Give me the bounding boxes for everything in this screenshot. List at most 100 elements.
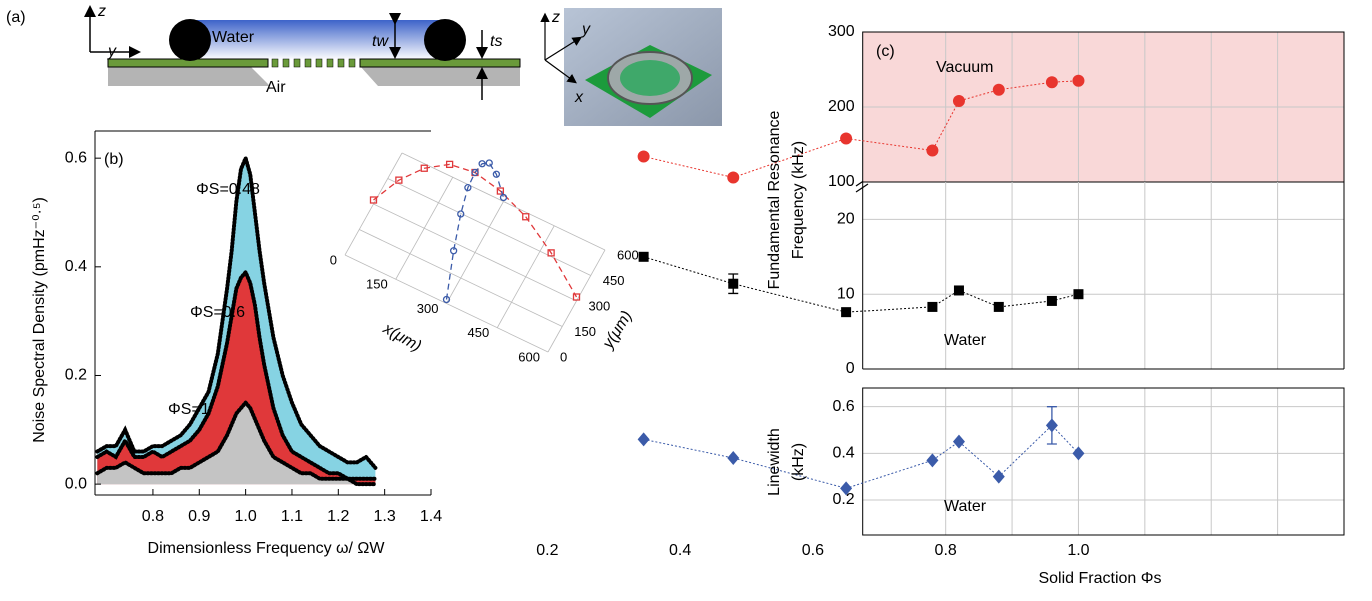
series-label: ΦS=0.48 xyxy=(196,181,260,198)
annotation: Vacuum xyxy=(936,59,994,76)
x-tick-label: 1.0 xyxy=(1067,542,1089,559)
y-axis-title: Frequency (kHz) xyxy=(790,141,807,259)
label: Air xyxy=(266,79,286,96)
label: Water xyxy=(212,29,255,46)
x-tick-label: 0.2 xyxy=(536,542,558,559)
point xyxy=(492,170,501,178)
point xyxy=(471,168,479,177)
x-tick-label: 0 xyxy=(330,252,337,267)
point xyxy=(445,160,454,169)
x-axis-title: Dimensionless Frequency ω/ ΩW xyxy=(148,540,386,557)
panel-label: (a) xyxy=(6,9,26,26)
point xyxy=(952,95,965,107)
annotation: Water xyxy=(944,332,987,349)
y-tick-label: 0.4 xyxy=(832,445,854,462)
point xyxy=(727,171,740,184)
x-tick-label: 1.0 xyxy=(234,508,256,525)
x-tick-label: 600 xyxy=(518,349,540,364)
point xyxy=(926,144,939,157)
y-tick-label: 450 xyxy=(603,273,625,288)
fit-line xyxy=(373,163,578,298)
line xyxy=(643,256,1079,313)
line xyxy=(95,268,378,481)
x-tick-label: 0.6 xyxy=(802,542,824,559)
x-tick-label: 1.2 xyxy=(327,508,349,525)
series-label: ΦS=0.6 xyxy=(190,304,245,321)
y-tick-label: 0.6 xyxy=(832,398,854,415)
grid-line xyxy=(344,254,549,353)
point xyxy=(547,249,555,257)
area xyxy=(97,272,376,485)
axis-label: y xyxy=(581,21,591,38)
y-axis-title: y(μm) xyxy=(599,308,636,352)
point xyxy=(840,132,853,145)
point xyxy=(992,469,1005,484)
x-tick-label: 0.8 xyxy=(142,508,164,525)
point xyxy=(572,293,581,301)
point xyxy=(993,301,1004,312)
point xyxy=(395,176,403,184)
point xyxy=(926,453,939,468)
label: ts xyxy=(490,33,502,50)
x-tick-label: 1.3 xyxy=(374,508,396,525)
point xyxy=(449,247,458,255)
x-tick-label: 300 xyxy=(417,301,439,316)
point xyxy=(1046,295,1057,306)
x-tick-label: 0.4 xyxy=(669,542,691,559)
point xyxy=(1073,289,1084,300)
y-tick-label: 0.2 xyxy=(832,491,854,508)
point xyxy=(727,451,740,465)
point xyxy=(952,434,965,449)
axis-label: y xyxy=(107,43,117,60)
line xyxy=(643,424,1079,489)
axis-label: z xyxy=(97,3,106,20)
point xyxy=(420,164,428,172)
point xyxy=(637,150,650,163)
y-tick-label: 20 xyxy=(837,211,855,228)
substrate xyxy=(108,66,520,86)
point xyxy=(728,278,739,289)
water xyxy=(190,20,445,60)
point xyxy=(953,285,964,296)
point xyxy=(840,481,853,496)
line xyxy=(643,80,1079,179)
y-tick-label: 200 xyxy=(828,98,855,115)
y-tick-label: 600 xyxy=(617,247,639,262)
point xyxy=(992,83,1005,96)
grid-line xyxy=(373,203,577,302)
point xyxy=(1072,446,1085,461)
x-axis-title: Solid Fraction Φs xyxy=(1038,570,1161,587)
point xyxy=(522,213,530,221)
point xyxy=(1072,74,1085,87)
point xyxy=(478,160,486,168)
point xyxy=(457,210,465,218)
x-tick-label: 1.4 xyxy=(420,508,442,525)
y-tick-label: 0.2 xyxy=(65,367,87,384)
x-tick-label: 0.9 xyxy=(188,508,210,525)
panel-label: (c) xyxy=(876,43,895,60)
y-axis-title: Linewidth xyxy=(766,428,783,496)
x-tick-label: 450 xyxy=(468,325,490,340)
series-label: ΦS=1 xyxy=(168,401,210,418)
y-tick-label: 150 xyxy=(574,324,596,339)
x-axis-title: x(μm) xyxy=(379,320,424,356)
point xyxy=(369,196,378,204)
axis-label: x xyxy=(574,89,584,106)
point xyxy=(485,159,493,167)
y-tick-label: 0.0 xyxy=(65,475,87,492)
arrow xyxy=(544,36,583,61)
point xyxy=(1045,76,1058,89)
y-tick-label: 0 xyxy=(846,360,855,377)
x-tick-label: 0.8 xyxy=(935,542,957,559)
point xyxy=(442,295,451,304)
schematic: (a) z y Water Air tw ts z y x xyxy=(6,3,722,126)
grid-line xyxy=(401,152,606,251)
panel-label: (b) xyxy=(104,151,124,168)
point xyxy=(637,432,650,447)
point xyxy=(927,301,938,312)
point xyxy=(496,187,505,195)
fit-line xyxy=(445,162,505,300)
inset: 0 150 300 450 600 0 150 300 450 600 x(μm) y(μm) xyxy=(330,152,639,364)
holes xyxy=(271,58,356,68)
grid-line xyxy=(387,178,591,276)
